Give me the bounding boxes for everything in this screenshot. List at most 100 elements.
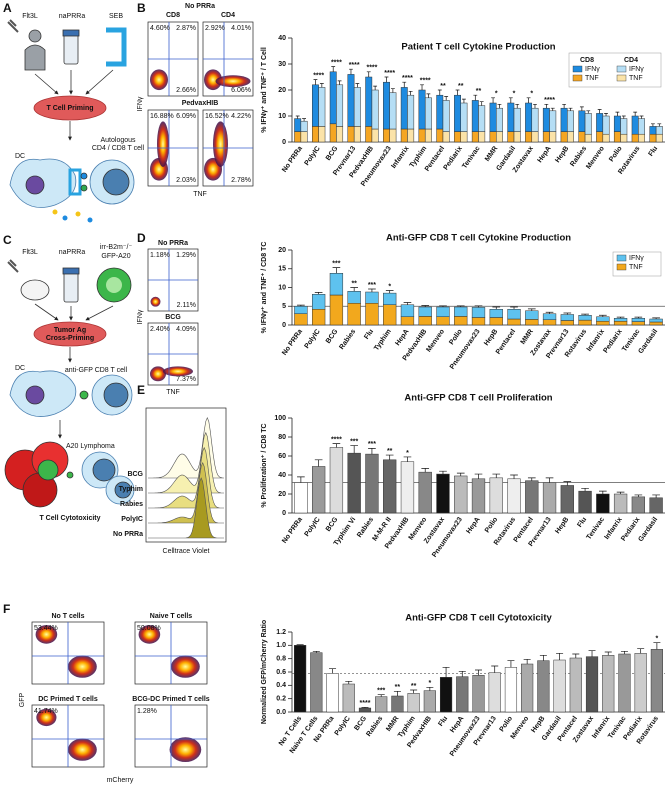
bar (649, 497, 663, 514)
gate-percent: 4.09% (176, 326, 196, 333)
error-bar (345, 680, 353, 684)
schematic-text: Tumor Ag (54, 327, 86, 334)
error-bar (403, 302, 412, 305)
axis-label: TNF (166, 389, 180, 396)
bar (596, 493, 610, 514)
bar (294, 118, 302, 132)
schematic-text: SEB (109, 13, 123, 20)
error-bar (526, 97, 531, 103)
histogram-label: Typhim (119, 486, 143, 493)
error-bar (332, 267, 341, 274)
error-bar (657, 123, 662, 127)
error-bar (604, 113, 608, 116)
schematic-text: anti-GFP CD8 T cell (65, 367, 128, 374)
error-bar (634, 494, 643, 497)
bar (496, 131, 503, 143)
bar (560, 107, 568, 132)
significance: **** (331, 436, 342, 443)
error-bar (597, 109, 602, 114)
error-bar (332, 443, 341, 448)
bar (383, 459, 397, 514)
schematic-text: T Cell Priming (46, 105, 93, 112)
arrow (34, 303, 59, 321)
y-tick-label: 40 (278, 35, 286, 42)
x-tick-label: Infanrix (390, 145, 410, 170)
panel-label: C (3, 233, 12, 247)
gate-percent: 4.60% (150, 25, 170, 32)
bar (649, 126, 657, 135)
error-bar (620, 650, 628, 654)
significance: * (513, 91, 516, 98)
error-bar (508, 97, 513, 103)
person-body (24, 44, 46, 71)
x-tick-label: HepA (449, 715, 465, 734)
error-bar (510, 474, 518, 479)
legend-label: IFNγ (629, 255, 644, 262)
panel-label: D (137, 231, 146, 245)
bar (471, 131, 479, 143)
gate-percent: 1.28% (137, 708, 157, 715)
bar (383, 128, 390, 143)
legend-label: IFNγ (629, 66, 644, 73)
histogram-frame (145, 407, 227, 543)
cytokine (75, 211, 81, 217)
chart-title: Anti-GFP CD8 T cell Proliferation (404, 393, 552, 404)
significance: **** (349, 62, 360, 69)
bar (365, 126, 373, 143)
bar (507, 309, 521, 320)
axis-label: mCherry (107, 777, 134, 784)
bar (365, 303, 379, 326)
bar (602, 115, 610, 135)
legend-label: TNF (629, 264, 643, 271)
bar (507, 318, 521, 326)
error-bar (539, 654, 547, 661)
bar (436, 473, 450, 514)
x-tick-label: HepB (554, 516, 570, 535)
bar (389, 92, 397, 130)
y-axis-label: % IFNγ⁺ and TNF⁺ / T Cell (261, 47, 268, 133)
bar (318, 87, 326, 127)
error-bar (373, 85, 378, 90)
error-bar (297, 476, 305, 483)
bar (471, 317, 486, 326)
schematic-text: DC (15, 365, 25, 372)
bar (578, 319, 592, 326)
x-tick-label: Flu (648, 145, 660, 158)
bar (525, 480, 539, 514)
dish (33, 95, 107, 121)
error-bar (491, 665, 499, 673)
error-bar (507, 660, 515, 668)
density-blob (138, 625, 161, 644)
error-bar (421, 468, 430, 473)
error-bar (442, 666, 450, 678)
y-tick-label: 0.4 (276, 682, 286, 689)
bar (389, 128, 397, 143)
bar (311, 126, 319, 143)
y-tick-label: 20 (278, 491, 286, 498)
arrow (85, 305, 114, 321)
error-bar (544, 103, 549, 109)
error-bar (588, 650, 596, 657)
schematic-a (7, 19, 135, 223)
bar (365, 453, 379, 514)
bar (329, 294, 344, 326)
bar (525, 310, 539, 320)
bar (311, 466, 326, 514)
error-bar (616, 491, 625, 494)
bar (578, 315, 592, 321)
bar (353, 87, 361, 127)
histogram-label: PolyIC (121, 516, 143, 523)
vial (63, 271, 79, 303)
bar (418, 471, 432, 514)
error-bar (439, 305, 447, 307)
bar (442, 131, 450, 143)
bar (525, 319, 539, 326)
x-tick-label: MMR (484, 145, 499, 163)
error-bar (579, 106, 584, 111)
bar (318, 126, 326, 143)
bar (460, 131, 468, 143)
significance: *** (350, 438, 358, 445)
bar (596, 131, 604, 143)
significance: ** (395, 684, 401, 691)
error-bar (572, 653, 580, 658)
